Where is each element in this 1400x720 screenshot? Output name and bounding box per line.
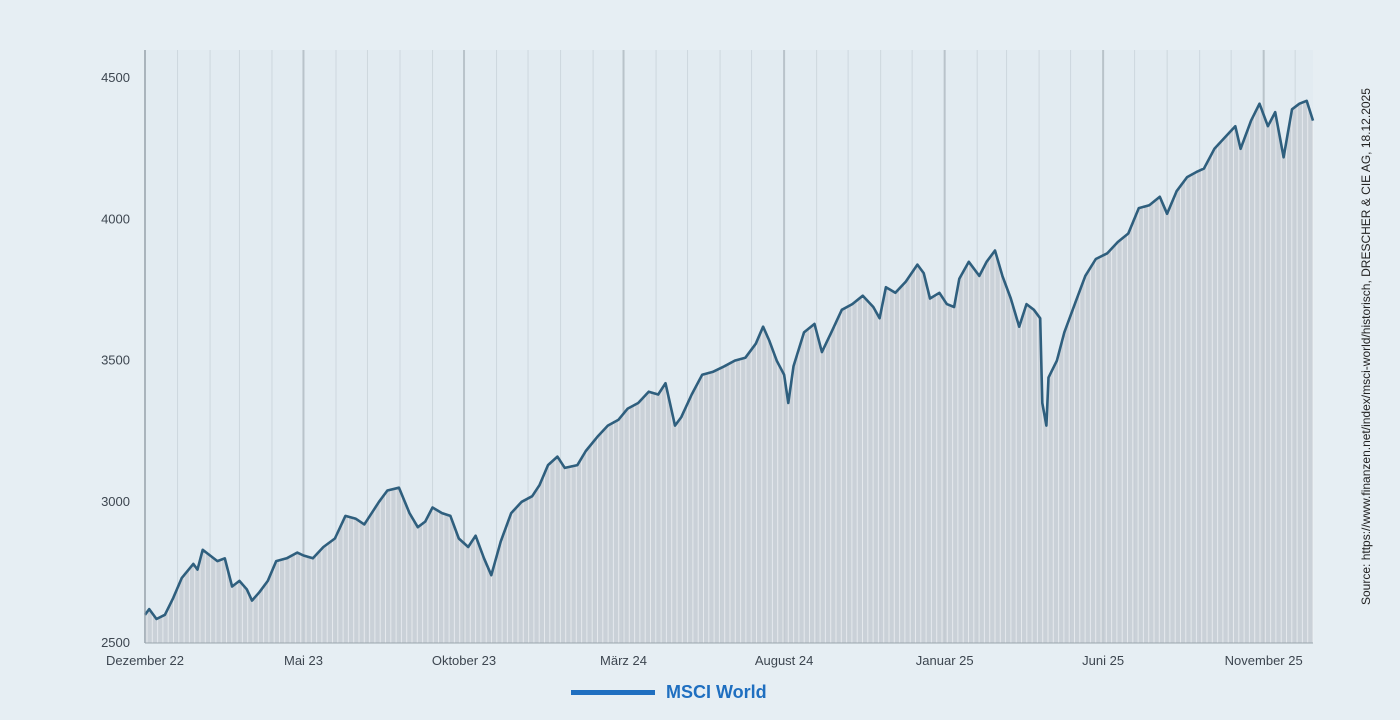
x-tick-label: Mai 23 <box>284 653 323 668</box>
y-tick-label: 4500 <box>101 70 130 85</box>
x-tick-label: Dezember 22 <box>106 653 184 668</box>
x-tick-label: Juni 25 <box>1082 653 1124 668</box>
y-tick-label: 4000 <box>101 211 130 226</box>
area-layer <box>143 99 1315 621</box>
axis-layer: 2500 3000 3500 4000 4500 Dezember 22 Mai 23 Okt… <box>101 50 1313 668</box>
y-tick-label: 2500 <box>101 635 130 650</box>
bars-layer <box>145 100 1314 644</box>
y-tick-label: 3000 <box>101 494 130 509</box>
series-line-msci-world <box>143 99 1315 621</box>
x-tick-label: Januar 25 <box>916 653 974 668</box>
legend-label: MSCI World <box>666 682 767 702</box>
x-tick-label: März 24 <box>600 653 647 668</box>
x-tick-label: Oktober 23 <box>432 653 496 668</box>
legend: MSCI World <box>571 682 767 702</box>
source-label: Source: https://www.finanzen.net/index/m… <box>1359 88 1373 605</box>
x-tick-label: August 24 <box>755 653 814 668</box>
legend-swatch <box>571 690 655 695</box>
y-tick-label: 3500 <box>101 353 130 368</box>
x-tick-label: November 25 <box>1225 653 1303 668</box>
